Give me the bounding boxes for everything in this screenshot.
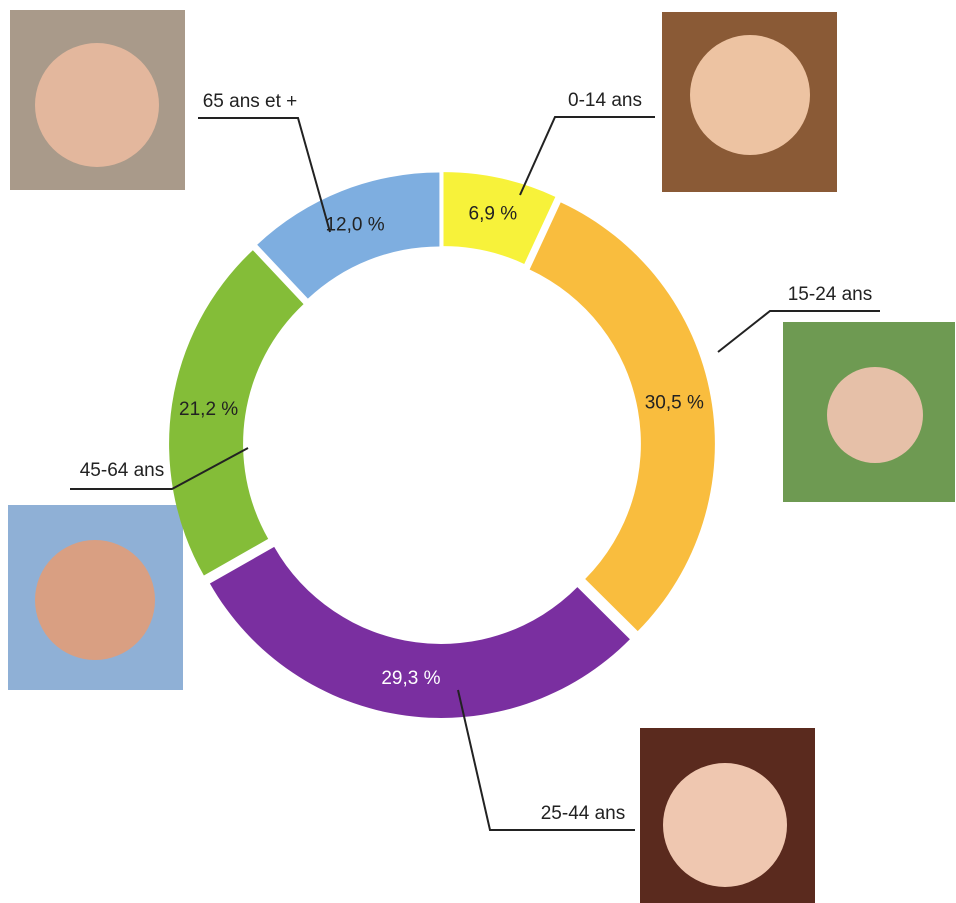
face bbox=[827, 367, 923, 463]
donut-segment bbox=[210, 547, 630, 718]
category-label: 25-44 ans bbox=[541, 803, 626, 824]
category-label: 0-14 ans bbox=[568, 90, 642, 111]
value-label: 30,5 % bbox=[645, 392, 704, 413]
value-label: 6,9 % bbox=[469, 204, 518, 225]
face bbox=[690, 35, 810, 155]
category-label: 65 ans et + bbox=[203, 91, 298, 112]
donut-segment bbox=[530, 202, 715, 631]
face bbox=[35, 540, 155, 660]
chart: 6,9 % 0-14 ans 30,5 % 15-24 ans 29,3 % 25-44 … bbox=[0, 0, 956, 903]
value-label: 29,3 % bbox=[381, 668, 440, 689]
leader-line bbox=[520, 117, 655, 195]
value-label: 12,0 % bbox=[325, 215, 384, 236]
face bbox=[663, 763, 787, 887]
face bbox=[35, 43, 159, 167]
value-label: 21,2 % bbox=[179, 399, 238, 420]
category-label: 45-64 ans bbox=[80, 460, 165, 481]
category-label: 15-24 ans bbox=[788, 284, 873, 305]
photos bbox=[8, 10, 955, 903]
